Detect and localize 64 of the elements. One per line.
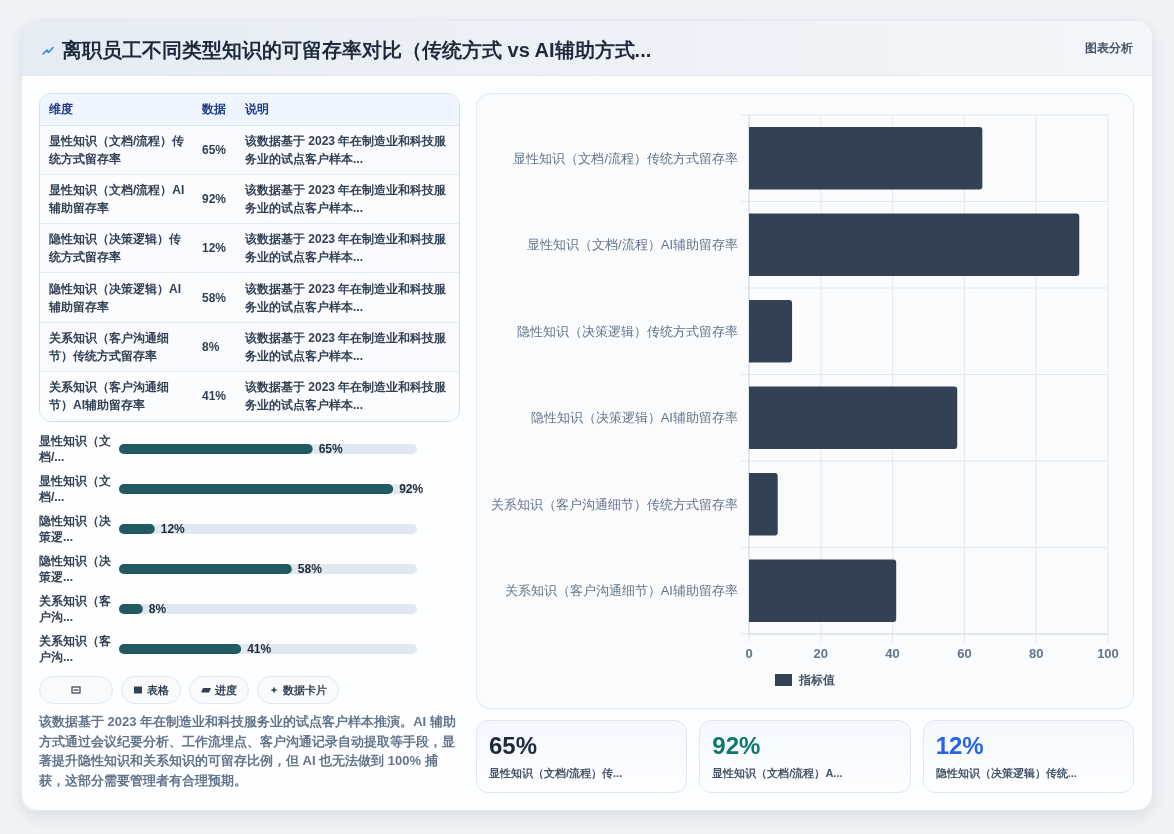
category-label: 显性知识（文档/流程）传... (489, 766, 623, 781)
bar (749, 473, 778, 536)
bar (749, 127, 983, 190)
y-tick-label: 关系知识（客户沟通细节）AI辅助留存率 (504, 583, 738, 599)
x-tick-label: 0 (745, 645, 753, 661)
data-label: 12% (160, 522, 186, 536)
data-label: 12% (935, 732, 984, 760)
y-tick-label: 显性知识（文档/流程）传统方式留存率 (513, 150, 738, 166)
data-label: 8% (202, 338, 220, 356)
data-label: 41% (247, 642, 272, 656)
y-tick-label: 隐性知识（决策逻... (39, 513, 112, 545)
legend: 指标值 (775, 673, 835, 687)
text: 该数据基于 2023 年在制造业和科技服务业的试点客户样本... (245, 231, 448, 267)
category-label: 隐性知识（决策逻辑）传统... (935, 766, 1077, 781)
x-tick-label: 60 (957, 645, 972, 661)
x-tick-label: 40 (885, 645, 900, 661)
data-label: 65% (489, 732, 538, 760)
button: 表格 (121, 676, 181, 704)
legend-label: 指标值 (798, 673, 835, 687)
data-label: 12% (202, 240, 227, 258)
data-label: 41% (202, 388, 227, 406)
data-label: 92% (399, 482, 424, 496)
text: 该数据基于 2023 年在制造业和科技服务业的试点客户样本... (245, 133, 448, 169)
category-label: 表格 (147, 682, 169, 698)
data-label: 58% (202, 289, 227, 307)
bar (749, 559, 897, 622)
y-tick-label: 隐性知识（决策逻辑）AI辅助留存率 (530, 410, 738, 426)
data-label: 58% (297, 562, 323, 576)
data-label: 92% (712, 732, 761, 760)
text: 该数据基于 2023 年在制造业和科技服务业的试点客户样本... (245, 379, 448, 415)
y-tick-label: 显性知识（文档/流程）AI辅助留存率 (527, 237, 738, 253)
bar (749, 213, 1080, 276)
text: 离职员工不同类型知识的可留存率对比（传统方式 vs AI辅助方式... (62, 38, 652, 63)
text: 说明 (245, 101, 269, 118)
bar (119, 604, 143, 614)
button: 进度 (189, 676, 249, 704)
text: 该数据基于 2023 年在制造业和科技服务业的试点客户样本... (245, 182, 448, 218)
text: 维度 (49, 101, 73, 118)
y-tick-label: 隐性知识（决策逻辑）传统方式留存率 (517, 323, 738, 339)
text: 该数据基于 2023 年在制造业和科技服务业的试点客户样本推演。AI 辅助方式通过会议纪要分析、工作流埋点、客户沟通记录自动提取等手段，显著提升隐性知识和关系知识的可留存比例，但 AI 也无法做到 100% 捕获，这部分需要管理者有合理预期。 (39, 713, 457, 790)
data-label: 8% (148, 602, 167, 616)
y-tick-label: 隐性知识（决策逻... (39, 553, 112, 585)
text: 数据 (202, 101, 226, 118)
y-tick-label: 关系知识（客户沟... (39, 633, 112, 665)
category-label: 显性知识（文档/流程）A... (712, 766, 843, 781)
category-label: 进度 (215, 682, 237, 698)
y-tick-label: 关系知识（客户沟... (39, 593, 112, 625)
y-tick-label: 显性知识（文档/... (39, 473, 112, 505)
x-tick-label: 80 (1028, 645, 1044, 661)
text: 该数据基于 2023 年在制造业和科技服务业的试点客户样本... (245, 329, 448, 365)
category-label: 数据卡片 (283, 682, 327, 698)
y-tick-label: 关系知识（客户沟通细节）传统方式留存率 (491, 496, 738, 512)
y-tick-label: 显性知识（文档/... (39, 433, 112, 465)
data-label: 65% (202, 142, 227, 160)
x-tick-label: 20 (813, 645, 829, 661)
button: 数据卡片 (257, 676, 339, 704)
bar (749, 386, 958, 449)
text: 图表分析 (1085, 40, 1133, 57)
bar (119, 524, 155, 534)
text: 该数据基于 2023 年在制造业和科技服务业的试点客户样本... (245, 280, 448, 316)
data-label: 65% (318, 442, 344, 456)
x-tick-label: 100 (1097, 645, 1119, 661)
bar (749, 300, 793, 363)
data-label: 92% (202, 191, 227, 209)
